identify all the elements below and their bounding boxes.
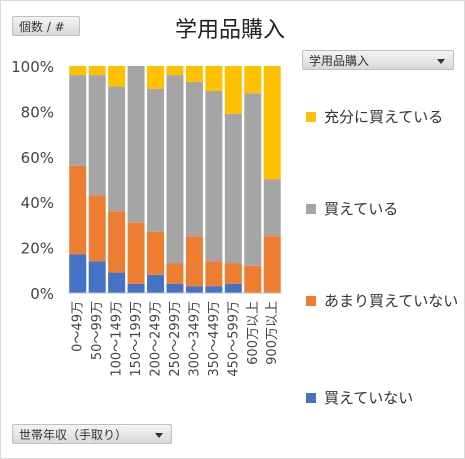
legend-field-dropdown[interactable]: 学用品購入 bbox=[302, 50, 454, 70]
bar-segment bbox=[224, 283, 242, 293]
bar-segment bbox=[166, 75, 184, 264]
bar-segment bbox=[244, 265, 262, 293]
bar-segment bbox=[244, 93, 262, 266]
axis-field-dropdown[interactable]: 世帯年収（手取り） bbox=[12, 424, 172, 444]
axis-field-label: 世帯年収（手取り） bbox=[19, 428, 128, 442]
legend-label: 買えている bbox=[324, 200, 398, 218]
x-tick-label: 150～199万 bbox=[129, 301, 144, 377]
bar-segment bbox=[244, 66, 262, 94]
chevron-down-icon bbox=[437, 59, 445, 64]
bar-segment bbox=[69, 254, 87, 293]
bar-segment bbox=[88, 75, 106, 196]
bar-segment bbox=[108, 211, 126, 273]
x-tick-label: 600万以上 bbox=[246, 301, 261, 365]
x-tick-label: 350～449万 bbox=[207, 301, 222, 377]
values-field-label: 個数 / # bbox=[19, 20, 65, 34]
bar-segment bbox=[88, 66, 106, 76]
bar-segment bbox=[69, 66, 87, 76]
x-tick-label: 50～99万 bbox=[90, 301, 105, 360]
bar-segment bbox=[88, 195, 106, 262]
bar-segment bbox=[224, 66, 242, 114]
chevron-down-icon bbox=[155, 433, 163, 438]
bar-segment bbox=[127, 66, 145, 223]
y-tick-label: 100% bbox=[11, 58, 54, 76]
y-tick-label: 0% bbox=[30, 285, 54, 303]
bars bbox=[69, 66, 281, 293]
bar-segment bbox=[263, 179, 281, 237]
bar-segment bbox=[147, 66, 165, 89]
legend-swatch bbox=[306, 296, 316, 306]
bar-segment bbox=[108, 86, 126, 212]
legend-swatch bbox=[306, 112, 316, 122]
bar-segment bbox=[185, 286, 203, 293]
bar-segment bbox=[205, 261, 223, 287]
bar-segment bbox=[69, 165, 87, 255]
x-tick-label: 100～149万 bbox=[110, 301, 125, 377]
bar-segment bbox=[127, 222, 145, 284]
bar-segment bbox=[224, 113, 242, 264]
legend-field-label: 学用品購入 bbox=[309, 54, 370, 68]
bar-segment bbox=[88, 261, 106, 293]
bar-segment bbox=[166, 263, 184, 284]
y-axis: 0% 20% 40% 60% 80% 100% bbox=[11, 58, 54, 303]
bar-segment bbox=[147, 88, 165, 232]
y-tick-label: 80% bbox=[21, 103, 54, 121]
legend-label: あまり買えていない bbox=[324, 292, 458, 310]
x-tick-label: 0～49万 bbox=[71, 301, 86, 352]
y-tick-label: 40% bbox=[21, 194, 54, 212]
bar-segment bbox=[166, 283, 184, 293]
legend-swatch bbox=[306, 204, 316, 214]
x-tick-label: 200～249万 bbox=[149, 301, 164, 377]
bar-segment bbox=[185, 81, 203, 237]
bar-segment bbox=[108, 66, 126, 87]
bar-segment bbox=[127, 283, 145, 293]
bar-segment bbox=[263, 236, 281, 293]
x-tick-label: 450～599万 bbox=[226, 301, 241, 377]
chart-title: 学用品購入 bbox=[174, 18, 285, 43]
bar-segment bbox=[147, 274, 165, 293]
bar-segment bbox=[205, 286, 223, 293]
values-field-button[interactable]: 個数 / # bbox=[12, 16, 80, 36]
bar-segment bbox=[185, 66, 203, 82]
bar-segment bbox=[147, 231, 165, 275]
legend-label: 買えていない bbox=[324, 389, 413, 407]
bar-segment bbox=[166, 66, 184, 76]
bar-segment bbox=[205, 66, 223, 91]
legend-label: 充分に買えている bbox=[324, 108, 443, 126]
y-tick-label: 20% bbox=[21, 240, 54, 258]
x-tick-label: 300～349万 bbox=[187, 301, 202, 377]
x-tick-label: 250～299万 bbox=[168, 301, 183, 377]
y-tick-label: 60% bbox=[21, 149, 54, 167]
legend-swatch bbox=[306, 393, 316, 403]
bar-segment bbox=[185, 236, 203, 287]
x-axis: 0～49万 50～99万 100～149万 150～199万 200～249万 250～2… bbox=[68, 292, 282, 377]
bar-segment bbox=[263, 66, 281, 180]
x-tick-label: 900万以上 bbox=[265, 301, 280, 365]
bar-segment bbox=[224, 263, 242, 284]
bar-segment bbox=[205, 90, 223, 262]
bar-segment bbox=[69, 75, 87, 166]
bar-segment bbox=[108, 272, 126, 293]
